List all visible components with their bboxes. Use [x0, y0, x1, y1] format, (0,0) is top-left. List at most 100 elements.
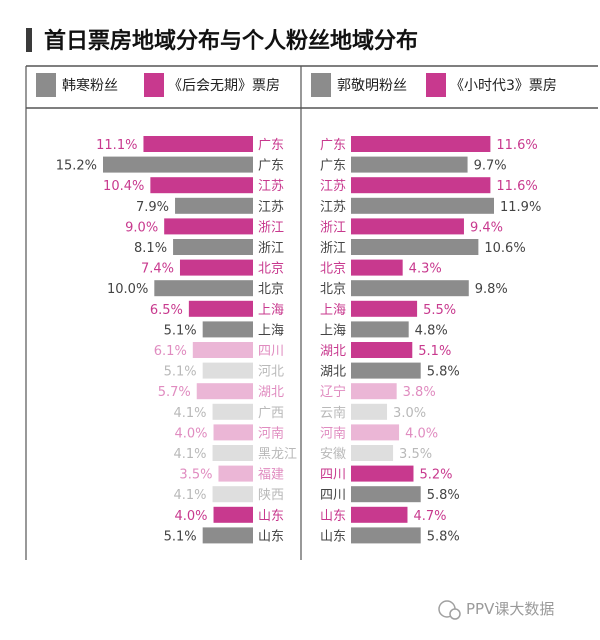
right-province-label: 江苏 [320, 178, 346, 194]
left-province-label: 四川 [258, 344, 284, 359]
left-value-label: 10.4% [103, 179, 144, 194]
right-bar-四川-粉丝 [351, 486, 421, 503]
watermark-text: PPV课大数据 [466, 600, 554, 618]
left-province-label: 黑龙江 [258, 447, 297, 462]
right-bar-安徽-粉丝 [351, 445, 394, 461]
legend-swatch-boxoffice-right [426, 73, 446, 97]
right-value-label: 11.6% [496, 138, 537, 153]
right-value-label: 5.8% [427, 529, 460, 544]
left-bar-浙江-粉丝 [173, 239, 253, 255]
left-province-label: 福建 [258, 468, 284, 483]
left-bar-江苏-粉丝 [175, 197, 253, 214]
right-province-label: 四川 [320, 488, 346, 503]
right-bar-湖北-粉丝 [351, 362, 421, 379]
right-bar-河南-票房 [351, 424, 400, 441]
right-bar-北京-粉丝 [351, 280, 469, 297]
right-bar-云南-粉丝 [351, 403, 388, 420]
right-province-label: 浙江 [320, 220, 346, 235]
left-bar-广西-粉丝 [212, 403, 253, 420]
left-bar-四川-票房 [192, 342, 253, 358]
left-bar-湖北-票房 [196, 383, 253, 400]
right-bar-北京-票房 [351, 259, 403, 276]
left-province-label: 上海 [258, 323, 284, 338]
right-value-label: 5.5% [423, 303, 456, 318]
right-bar-上海-票房 [351, 300, 418, 317]
left-bar-山东-票房 [213, 506, 253, 523]
right-bar-广东-粉丝 [351, 156, 468, 173]
right-province-label: 江苏 [320, 199, 346, 215]
right-province-label: 上海 [320, 303, 346, 318]
right-bar-广东-票房 [351, 136, 491, 152]
right-value-label: 3.0% [393, 406, 426, 421]
right-value-label: 3.8% [403, 385, 436, 400]
right-province-label: 辽宁 [320, 384, 346, 400]
legend-right: 郭敬明粉丝 《小时代3》票房 [311, 73, 557, 97]
left-value-label: 15.2% [56, 159, 97, 174]
right-value-label: 4.0% [405, 426, 438, 441]
left-value-label: 6.5% [150, 303, 183, 318]
right-bar-辽宁-票房 [351, 383, 397, 400]
left-province-label: 湖北 [258, 385, 284, 400]
right-value-label: 5.1% [418, 344, 451, 359]
right-province-label: 湖北 [320, 344, 346, 359]
right-value-label: 4.3% [409, 262, 442, 277]
right-bar-湖北-票房 [351, 342, 413, 358]
legend-label-boxoffice-right: 《小时代3》票房 [450, 78, 557, 94]
left-province-label: 广东 [258, 159, 284, 174]
left-bar-福建-票房 [218, 465, 253, 482]
legend-label-boxoffice-left: 《后会无期》票房 [168, 78, 280, 94]
right-value-label: 5.2% [419, 468, 452, 483]
right-province-label: 广东 [320, 159, 346, 174]
left-bar-group: 11.1% 广东 15.2% 广东 10.4% 江苏 7.9% 江苏 9.0% 浙江 8.1% 浙江 7… [56, 136, 297, 544]
legend-swatch-boxoffice-left [144, 73, 164, 97]
left-bar-江苏-票房 [150, 177, 253, 194]
right-bar-山东-票房 [351, 506, 408, 523]
left-value-label: 7.9% [136, 200, 169, 215]
right-province-label: 北京 [320, 282, 346, 297]
left-province-label: 广东 [258, 138, 284, 153]
left-value-label: 3.5% [179, 468, 212, 483]
right-value-label: 9.7% [474, 159, 507, 174]
left-province-label: 山东 [258, 509, 284, 524]
legend-swatch-fans-right [311, 73, 331, 97]
right-province-label: 广东 [320, 138, 346, 153]
left-value-label: 4.1% [174, 406, 207, 421]
left-value-label: 4.0% [174, 509, 207, 524]
right-province-label: 湖北 [320, 365, 346, 380]
right-province-label: 山东 [320, 529, 346, 544]
left-value-label: 11.1% [96, 138, 137, 153]
left-value-label: 5.1% [164, 529, 197, 544]
right-bar-四川-票房 [351, 465, 414, 482]
left-province-label: 浙江 [258, 241, 284, 256]
left-bar-黑龙江-粉丝 [212, 445, 253, 461]
left-value-label: 8.1% [134, 241, 167, 256]
left-value-label: 10.0% [107, 282, 148, 297]
right-bar-浙江-粉丝 [351, 239, 479, 255]
right-province-label: 四川 [320, 468, 346, 483]
right-bar-江苏-粉丝 [351, 197, 494, 214]
legend-label-fans-right: 郭敬明粉丝 [337, 77, 407, 94]
right-bar-上海-粉丝 [351, 321, 409, 338]
left-value-label: 4.0% [174, 426, 207, 441]
right-province-label: 浙江 [320, 241, 346, 256]
right-value-label: 5.8% [427, 488, 460, 503]
right-province-label: 安徽 [320, 447, 346, 462]
title-bar [26, 28, 32, 52]
left-value-label: 4.1% [174, 447, 207, 462]
left-value-label: 5.1% [164, 323, 197, 338]
right-bar-浙江-票房 [351, 218, 464, 235]
wechat-icon-bubble [449, 608, 461, 620]
right-value-label: 4.8% [415, 323, 448, 338]
left-value-label: 5.7% [158, 385, 191, 400]
left-province-label: 广西 [258, 406, 284, 421]
left-bar-广东-票房 [143, 136, 253, 152]
left-province-label: 山东 [258, 529, 284, 544]
right-province-label: 河南 [320, 425, 346, 441]
left-value-label: 9.0% [125, 220, 158, 235]
left-province-label: 陕西 [258, 488, 284, 503]
right-province-label: 北京 [320, 262, 346, 277]
right-bar-山东-粉丝 [351, 527, 421, 544]
left-province-label: 北京 [258, 282, 284, 297]
right-province-label: 云南 [320, 405, 346, 421]
